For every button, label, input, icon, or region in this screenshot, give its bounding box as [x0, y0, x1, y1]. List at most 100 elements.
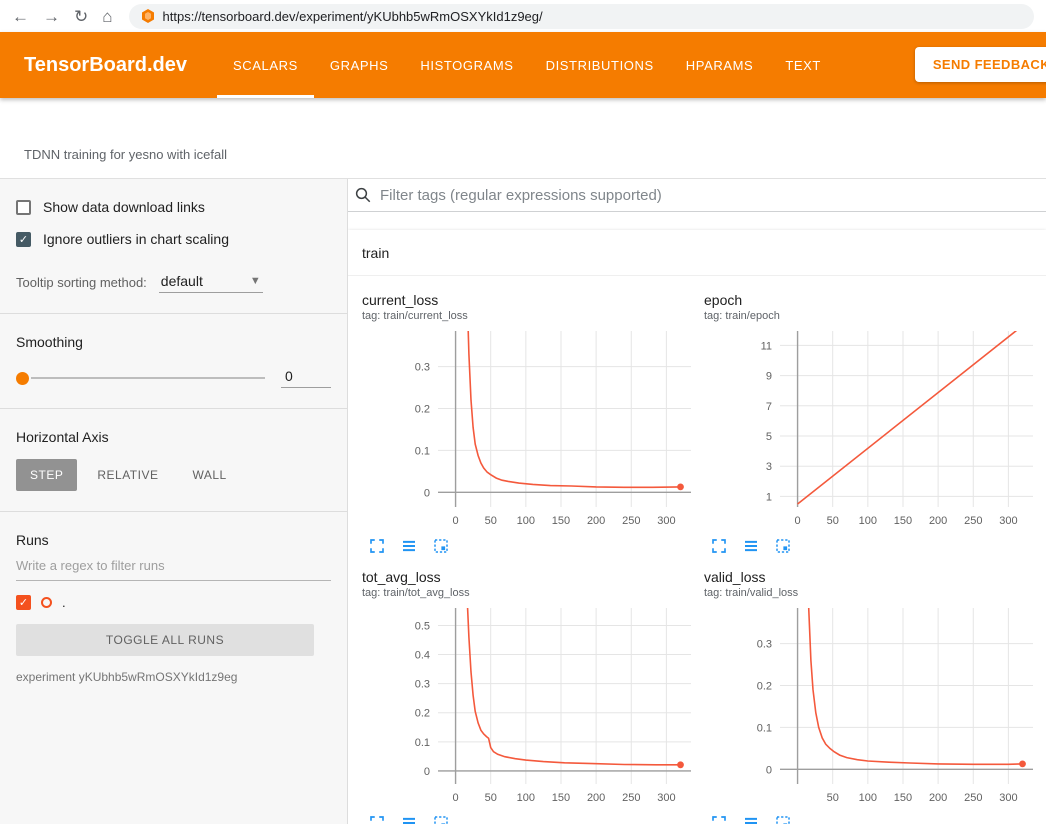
- tab-text[interactable]: TEXT: [785, 57, 821, 73]
- tooltip-sorting-value: default: [160, 273, 203, 289]
- svg-text:7: 7: [766, 401, 772, 413]
- svg-text:250: 250: [622, 792, 640, 804]
- search-icon: [354, 186, 372, 204]
- svg-text:0: 0: [766, 764, 772, 776]
- svg-text:0: 0: [453, 792, 459, 804]
- fullscreen-icon[interactable]: [368, 537, 386, 555]
- svg-text:0.3: 0.3: [757, 639, 772, 651]
- app-header: TensorBoard.dev SCALARS GRAPHS HISTOGRAM…: [0, 32, 1046, 98]
- horizontal-axis-section: Horizontal Axis STEP RELATIVE WALL: [0, 408, 347, 511]
- smoothing-label: Smoothing: [16, 334, 83, 350]
- tooltip-sorting-select[interactable]: default ▼: [158, 271, 263, 293]
- show-download-links-checkbox[interactable]: [16, 199, 31, 215]
- chart-plot[interactable]: 50 100 150 200 250 300 0 0.1 0.2 0.3: [704, 602, 1041, 812]
- fullscreen-icon[interactable]: [710, 537, 728, 555]
- svg-text:200: 200: [929, 792, 947, 804]
- fit-domain-icon[interactable]: [432, 537, 450, 555]
- axis-step-button[interactable]: STEP: [16, 459, 78, 491]
- fullscreen-icon[interactable]: [710, 814, 728, 824]
- axis-button-group: STEP RELATIVE WALL: [16, 459, 331, 491]
- svg-text:50: 50: [485, 792, 497, 804]
- svg-text:200: 200: [587, 515, 605, 527]
- show-download-links-label: Show data download links: [43, 199, 205, 215]
- svg-text:200: 200: [587, 792, 605, 804]
- reload-icon[interactable]: ↻: [74, 6, 89, 26]
- tab-graphs[interactable]: GRAPHS: [329, 57, 389, 73]
- svg-text:300: 300: [999, 515, 1017, 527]
- run-list-item: ✓ .: [16, 595, 331, 610]
- svg-text:150: 150: [894, 515, 912, 527]
- content-area: Show data download links ✓ Ignore outlie…: [0, 178, 1046, 824]
- tab-distributions[interactable]: DISTRIBUTIONS: [545, 57, 654, 73]
- runs-section: Runs ✓ . TOGGLE ALL RUNS experiment yKUb…: [0, 511, 347, 704]
- app-title[interactable]: TensorBoard.dev: [24, 53, 187, 76]
- data-table-icon[interactable]: [742, 814, 760, 824]
- data-table-icon[interactable]: [400, 814, 418, 824]
- chart-title: valid_loss: [704, 569, 766, 585]
- smoothing-slider: 0: [16, 368, 331, 388]
- fit-domain-icon[interactable]: [774, 537, 792, 555]
- svg-text:0: 0: [795, 515, 801, 527]
- svg-text:300: 300: [999, 792, 1017, 804]
- svg-text:50: 50: [485, 515, 497, 527]
- svg-text:150: 150: [552, 515, 570, 527]
- tensorboard-favicon: [141, 9, 155, 23]
- chart-toolbar: [368, 814, 699, 824]
- send-feedback-button[interactable]: SEND FEEDBACK: [914, 47, 1046, 82]
- back-icon[interactable]: ←: [12, 6, 29, 26]
- tab-histograms[interactable]: HISTOGRAMS: [420, 57, 514, 73]
- svg-text:0.4: 0.4: [415, 650, 430, 662]
- runs-filter-input[interactable]: [16, 548, 331, 581]
- tab-hparams[interactable]: HPARAMS: [685, 57, 754, 73]
- smoothing-section: Smoothing 0: [0, 313, 347, 408]
- svg-text:250: 250: [964, 515, 982, 527]
- chart-toolbar: [368, 537, 699, 555]
- tooltip-sorting-label: Tooltip sorting method:: [16, 274, 147, 290]
- train-group-header[interactable]: train: [348, 230, 1046, 276]
- chart-plot[interactable]: 0 50 100 150 200 250 300 0 0.1 0.2 0.3: [362, 325, 699, 535]
- chart-tag: tag: train/tot_avg_loss: [362, 587, 470, 599]
- svg-text:0: 0: [453, 515, 459, 527]
- svg-text:3: 3: [766, 461, 772, 473]
- run-checkbox[interactable]: ✓: [16, 595, 31, 610]
- run-color-icon[interactable]: [41, 597, 52, 608]
- svg-text:200: 200: [929, 515, 947, 527]
- smoothing-value-field[interactable]: 0: [281, 368, 331, 388]
- slider-track[interactable]: [31, 377, 265, 379]
- ignore-outliers-checkbox[interactable]: ✓: [16, 231, 31, 247]
- chart-plot[interactable]: 0 50 100 150 200 250 300 0 0.1 0.2 0.3 0.4 0.5: [362, 602, 699, 812]
- data-table-icon[interactable]: [742, 537, 760, 555]
- forward-icon[interactable]: →: [43, 6, 60, 26]
- browser-toolbar: ← → ↻ ⌂ https://tensorboard.dev/experime…: [0, 0, 1046, 32]
- svg-text:0.2: 0.2: [415, 708, 430, 720]
- fullscreen-icon[interactable]: [368, 814, 386, 824]
- fit-domain-icon[interactable]: [432, 814, 450, 824]
- svg-text:100: 100: [859, 792, 877, 804]
- svg-text:0.5: 0.5: [415, 620, 430, 632]
- axis-relative-button[interactable]: RELATIVE: [97, 468, 159, 482]
- svg-text:9: 9: [766, 371, 772, 383]
- svg-text:100: 100: [517, 792, 535, 804]
- svg-text:250: 250: [964, 792, 982, 804]
- axis-wall-button[interactable]: WALL: [192, 468, 227, 482]
- tab-scalars[interactable]: SCALARS: [217, 32, 314, 98]
- svg-text:100: 100: [859, 515, 877, 527]
- general-settings-section: Show data download links ✓ Ignore outlie…: [0, 179, 347, 313]
- scalars-dashboard: train current_loss tag: train/current_lo…: [348, 179, 1046, 824]
- toggle-all-runs-button[interactable]: TOGGLE ALL RUNS: [16, 624, 314, 656]
- experiment-title: TDNN training for yesno with icefall: [24, 147, 228, 162]
- fit-domain-icon[interactable]: [774, 814, 792, 824]
- address-bar[interactable]: https://tensorboard.dev/experiment/yKUbh…: [128, 3, 1034, 29]
- svg-text:5: 5: [766, 431, 772, 443]
- experiment-title-band: TDNN training for yesno with icefall: [0, 98, 1046, 178]
- svg-text:250: 250: [622, 515, 640, 527]
- chart-toolbar: [710, 814, 1041, 824]
- slider-knob[interactable]: [16, 371, 29, 385]
- home-icon[interactable]: ⌂: [102, 6, 113, 26]
- data-table-icon[interactable]: [400, 537, 418, 555]
- svg-text:0.3: 0.3: [415, 362, 430, 374]
- tag-filter-input[interactable]: [380, 186, 1046, 204]
- chart-tag: tag: train/valid_loss: [704, 587, 799, 599]
- chart-plot[interactable]: 0 50 100 150 200 250 300 1 3 5 7 9 11: [704, 325, 1041, 535]
- chart-title: current_loss: [362, 292, 439, 308]
